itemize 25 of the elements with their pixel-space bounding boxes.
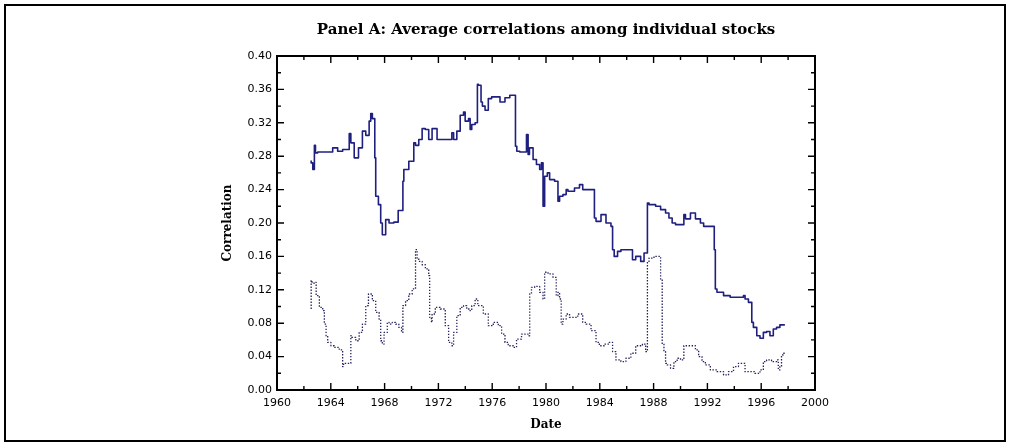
x-tick-label: 1988 — [639, 396, 668, 410]
x-tick-label: 1976 — [478, 396, 507, 410]
x-tick-label: 1964 — [316, 396, 345, 410]
x-axis-title: Date — [530, 416, 563, 431]
x-tick-label: 1960 — [263, 396, 291, 410]
y-tick-label: 0.12 — [247, 282, 272, 296]
y-tick-label: 0.32 — [247, 115, 272, 129]
x-tick-label: 2000 — [801, 396, 829, 410]
x-tick-label: 1996 — [747, 396, 776, 410]
y-tick-label: 0.20 — [247, 215, 272, 229]
y-tick-label: 0.08 — [247, 316, 272, 330]
y-tick-label: 0.36 — [247, 82, 272, 96]
chart-title: Panel A: Average correlations among individual stocks — [316, 19, 776, 38]
x-tick-label: 1972 — [424, 396, 453, 410]
x-tick-label: 1992 — [693, 396, 722, 410]
y-tick-label: 0.28 — [247, 149, 272, 163]
y-tick-label: 0.16 — [247, 249, 272, 263]
y-tick-label: 0.00 — [247, 382, 272, 396]
y-tick-label: 0.40 — [247, 48, 272, 62]
y-tick-label: 0.24 — [247, 182, 272, 196]
y-axis-title: Correlation — [220, 184, 235, 262]
x-tick-label: 1968 — [370, 396, 399, 410]
x-tick-label: 1980 — [532, 396, 560, 410]
x-tick-label: 1984 — [585, 396, 614, 410]
y-tick-label: 0.04 — [247, 349, 272, 363]
